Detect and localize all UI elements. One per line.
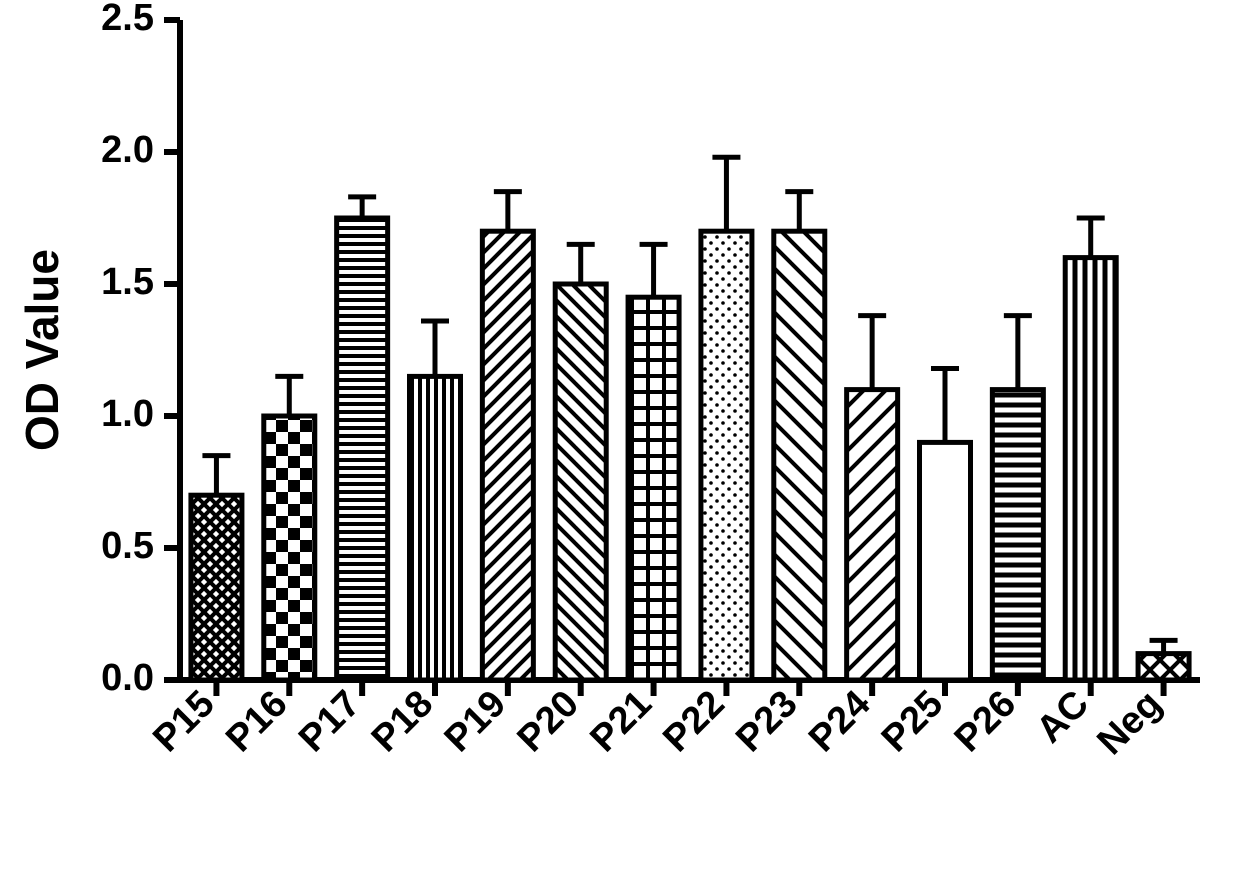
bar	[191, 495, 242, 680]
x-tick-label: P15	[145, 683, 223, 761]
x-tick-label: P19	[437, 683, 515, 761]
bar	[410, 376, 461, 680]
y-axis-label: OD Value	[15, 200, 65, 500]
bar	[1138, 654, 1189, 680]
bar-chart: 0.00.51.01.52.02.5P15P16P17P18P19P20P21P…	[0, 0, 1240, 873]
svg-text:1.0: 1.0	[101, 393, 154, 435]
x-tick-label: P26	[947, 683, 1025, 761]
x-tick-label: P24	[801, 683, 879, 761]
x-tick-label: P25	[874, 683, 952, 761]
x-tick-label: AC	[1029, 683, 1098, 752]
x-tick-label: P18	[364, 683, 442, 761]
svg-text:0.0: 0.0	[101, 657, 154, 699]
bar	[482, 231, 533, 680]
x-tick-label: Neg	[1089, 683, 1169, 763]
svg-text:0.5: 0.5	[101, 525, 154, 567]
x-tick-label: P17	[291, 683, 369, 761]
bar	[555, 284, 606, 680]
bar	[701, 231, 752, 680]
bar	[774, 231, 825, 680]
x-tick-label: P20	[510, 683, 588, 761]
bar	[992, 390, 1043, 680]
svg-text:2.5: 2.5	[101, 0, 154, 39]
svg-text:2.0: 2.0	[101, 129, 154, 171]
bar	[337, 218, 388, 680]
svg-text:1.5: 1.5	[101, 261, 154, 303]
bar	[1065, 258, 1116, 680]
x-tick-label: P23	[728, 683, 806, 761]
bar	[847, 390, 898, 680]
x-tick-label: P21	[582, 683, 660, 761]
x-tick-label: P16	[218, 683, 296, 761]
bar	[264, 416, 315, 680]
bar	[920, 442, 971, 680]
x-tick-label: P22	[655, 683, 733, 761]
bar	[628, 297, 679, 680]
chart-container: 0.00.51.01.52.02.5P15P16P17P18P19P20P21P…	[0, 0, 1240, 873]
